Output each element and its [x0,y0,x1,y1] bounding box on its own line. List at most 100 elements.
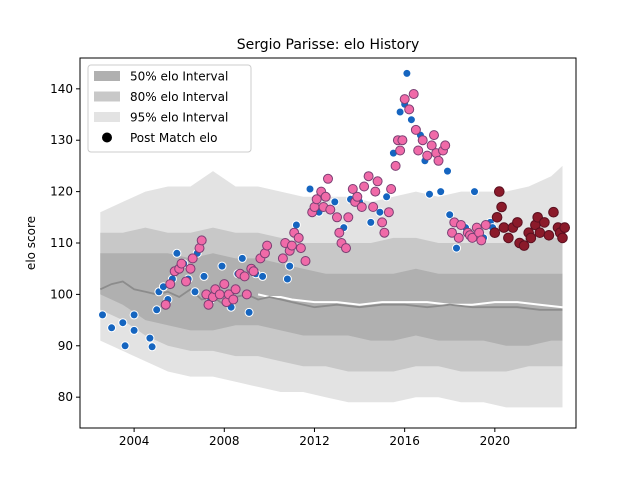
elo-point-pink [347,184,358,194]
elo-point-blue [152,305,162,315]
elo-point-maroon [518,240,530,251]
elo-point-pink [440,140,451,151]
elo-point-blue [145,333,155,343]
elo-point-pink [390,160,401,171]
x-tick-label: 2004 [119,434,150,448]
elo-point-pink [404,104,415,115]
elo-point-pink [323,173,333,184]
elo-point-maroon [543,230,555,241]
elo-point-pink [185,263,196,274]
y-axis-label: elo score [24,216,38,270]
elo-point-pink [356,202,367,212]
elo-point-blue [237,253,247,263]
elo-point-pink [410,124,421,135]
elo-point-pink [413,145,424,156]
elo-point-blue [382,192,392,202]
y-tick-label: 110 [50,236,73,250]
elo-point-pink [248,266,259,277]
legend-swatch [94,91,120,102]
y-tick-label: 90 [58,339,73,353]
median-elo-line [99,280,563,311]
legend-label: 50% elo Interval [130,70,228,84]
elo-point-blue [98,310,107,320]
elo-point-blue [395,107,405,117]
elo-point-pink [262,240,273,251]
elo-point-blue [107,323,117,333]
elo-point-pink [295,243,306,254]
elo-point-blue [172,248,182,258]
elo-point-pink [476,235,487,246]
elo-point-pink [277,253,288,264]
elo-point-pink [219,279,230,290]
elo-point-maroon [503,232,514,244]
elo-point-maroon [548,206,559,218]
elo-point-blue [425,189,434,199]
elo-point-maroon [534,227,546,238]
data-points [98,68,571,352]
legend-marker [102,132,112,143]
elo-point-pink [399,94,410,105]
elo-point-blue [452,243,461,253]
elo-point-pink [352,191,363,202]
elo-point-pink [230,284,241,295]
x-tick-label: 2016 [389,434,420,448]
elo-point-blue [199,271,209,281]
elo-point-pink [379,227,390,238]
elo-point-blue [443,166,452,176]
elo-point-blue [330,197,340,207]
elo-point-blue [217,261,227,271]
y-tick-label: 130 [50,133,73,147]
elo-point-pink [408,89,419,99]
elo-point-maroon [557,232,568,244]
elo-point-pink [214,289,225,300]
median-lines [99,280,563,311]
y-tick-label: 80 [58,390,73,404]
elo-point-pink [377,217,388,228]
elo-point-blue [402,68,412,78]
elo-point-maroon [491,212,503,223]
elo-point-maroon [494,186,505,197]
elo-point-blue [470,187,479,197]
elo-point-pink [239,271,250,282]
elo-point-blue [436,187,446,197]
x-axis: 2004 2008 2012 2016 2020 [119,428,510,448]
elo-point-maroon [512,217,523,228]
legend-swatch [94,71,120,81]
elo-point-pink [203,299,214,310]
elo-point-blue [147,342,157,352]
x-tick-label: 2008 [209,434,240,448]
elo-point-blue [118,318,128,328]
elo-point-pink [447,227,457,238]
elo-point-pink [417,135,428,146]
elo-point-blue [445,210,455,220]
elo-point-pink [370,186,381,197]
elo-point-blue [190,287,200,297]
elo-point-pink [429,130,439,141]
elo-point-pink [181,276,191,287]
elo-point-pink [187,253,198,264]
elo-point-blue [120,341,130,351]
elo-point-pink [176,258,187,269]
y-axis: 80 90 100 110 120 130 140 [50,82,80,404]
y-tick-label: 100 [50,287,73,301]
elo-point-pink [368,202,379,212]
elo-point-pink [165,279,176,290]
legend-label: Post Match elo [130,131,217,145]
elo-point-pink [196,235,207,246]
elo-point-maroon [498,222,510,233]
elo-point-blue [285,261,295,271]
legend: 50% elo Interval 80% elo Interval 95% elo … [87,64,252,153]
elo-point-pink [341,243,351,254]
elo-point-maroon [539,217,550,228]
elo-point-pink [453,232,464,243]
chart-title: Sergio Parisse: elo History [237,37,420,53]
elo-point-pink [467,232,478,243]
elo-point-blue [282,274,292,284]
y-tick-label: 140 [50,82,73,96]
elo-point-pink [383,207,394,218]
band-50 [100,253,563,346]
elo-point-pink [359,181,370,192]
elo-point-pink [395,145,406,156]
elo-point-pink [422,150,433,161]
